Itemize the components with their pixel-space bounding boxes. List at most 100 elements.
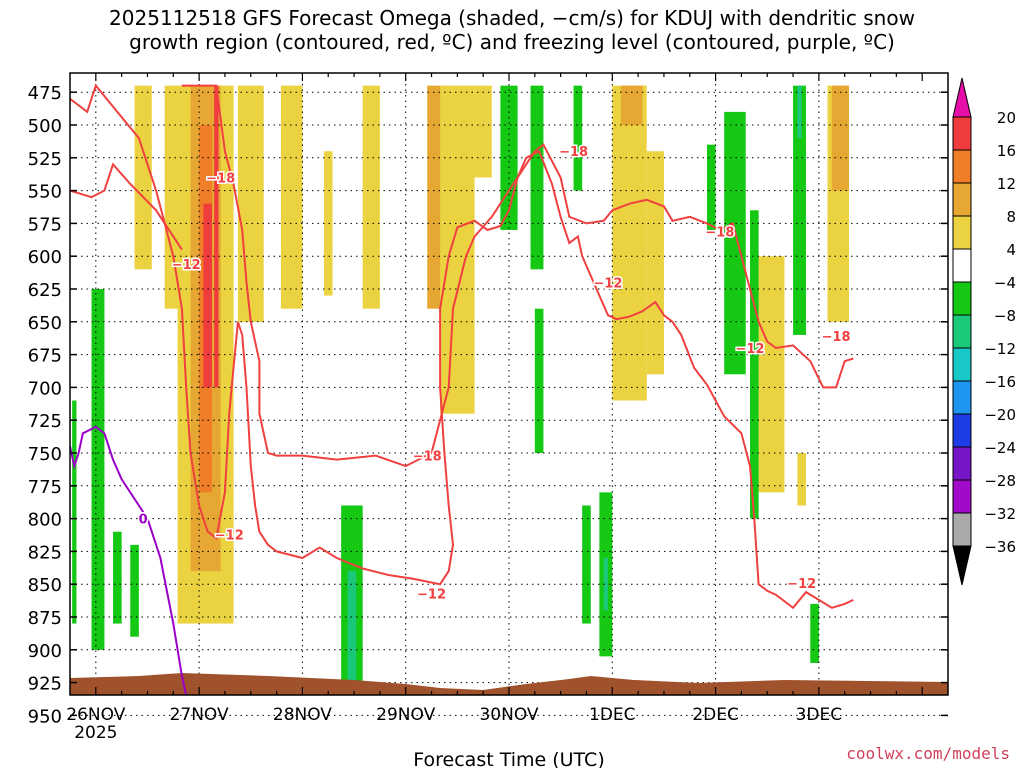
colorbar-label-10: −24 — [984, 439, 1016, 457]
colorbar-box-10 — [952, 446, 972, 481]
omega-region-33 — [603, 557, 608, 611]
colorbar-label-7: −12 — [984, 340, 1016, 358]
omega-region-7 — [237, 85, 264, 322]
colorbar-box-6 — [952, 314, 972, 349]
x-tick-label-2: 28NOV — [273, 705, 332, 725]
omega-region-35 — [724, 111, 746, 375]
omega-region-18 — [797, 453, 806, 506]
omega-region-38 — [797, 85, 802, 139]
omega-region-39 — [810, 603, 819, 663]
colorbar-label-6: −8 — [994, 307, 1016, 325]
omega-region-22 — [91, 289, 105, 650]
contour-label-11: 0 — [139, 513, 148, 528]
omega-region-14 — [612, 85, 647, 401]
x-axis-label: Forecast Time (UTC) — [413, 749, 604, 768]
contour-label-7: −18 — [413, 450, 442, 465]
colorbar-bottom-triangle — [952, 545, 972, 586]
colorbar-label-3: 8 — [1006, 208, 1016, 226]
y-tick-label-875: 875 — [28, 608, 62, 629]
y-tick-label-800: 800 — [28, 510, 62, 531]
y-tick-label-550: 550 — [28, 182, 62, 203]
y-tick-label-500: 500 — [28, 116, 62, 137]
omega-region-31 — [582, 505, 591, 624]
colorbar-box-3 — [952, 215, 972, 250]
omega-region-30 — [573, 85, 583, 191]
colorbar-box-4 — [952, 248, 972, 283]
dgz-contour-0 — [70, 83, 854, 610]
y-tick-label-525: 525 — [28, 149, 62, 170]
colorbar-label-5: −4 — [994, 274, 1016, 292]
contour-label-1: −12 — [215, 528, 244, 543]
colorbar-box-9 — [952, 413, 972, 448]
colorbar-box-8 — [952, 380, 972, 415]
contour-label-6: −18 — [206, 171, 235, 186]
x-tick-label-0: 26NOV — [66, 705, 125, 725]
y-tick-label-675: 675 — [28, 346, 62, 367]
x-tick-label-1: 27NOV — [170, 705, 229, 725]
colorbar-label-12: −32 — [984, 505, 1016, 523]
omega-region-28 — [530, 85, 544, 270]
omega-region-20 — [831, 85, 850, 191]
x-tick-label-6: 2DEC — [692, 705, 739, 725]
x-tick-label-4: 30NOV — [479, 705, 538, 725]
y-tick-label-750: 750 — [28, 444, 62, 465]
contour-label-2: −12 — [417, 587, 446, 602]
y-tick-label-925: 925 — [28, 674, 62, 695]
freezing-level-contour-2 — [556, 702, 578, 735]
dgz-contour-2 — [181, 84, 854, 468]
y-tick-label-575: 575 — [28, 214, 62, 235]
terrain-fill — [70, 673, 948, 695]
x-tick-sublabel-0: 2025 — [74, 723, 117, 743]
y-tick-label-850: 850 — [28, 575, 62, 596]
omega-region-6 — [214, 85, 219, 388]
colorbar-label-13: −36 — [984, 538, 1016, 556]
y-tick-label-825: 825 — [28, 542, 62, 563]
omega-region-34 — [706, 144, 716, 230]
omega-region-16 — [646, 151, 664, 375]
omega-region-29 — [534, 308, 544, 453]
omega-region-36 — [750, 210, 759, 519]
y-tick-label-475: 475 — [28, 83, 62, 104]
colorbar-box-1 — [952, 149, 972, 184]
colorbar-label-4: 4 — [1006, 241, 1016, 259]
omega-region-15 — [620, 85, 643, 125]
omega-region-9 — [323, 151, 333, 296]
colorbar-label-11: −28 — [984, 472, 1016, 490]
colorbar-label-9: −20 — [984, 406, 1016, 424]
omega-region-24 — [130, 544, 139, 637]
freezing-level-contour — [70, 425, 188, 695]
x-tick-label-5: 1DEC — [589, 705, 636, 725]
y-tick-label-900: 900 — [28, 641, 62, 662]
contour-label-4: −12 — [736, 342, 765, 357]
contour-label-0: −12 — [172, 258, 201, 273]
omega-region-21 — [72, 400, 77, 624]
omega-region-10 — [362, 85, 380, 309]
x-tick-label-3: 29NOV — [376, 705, 435, 725]
omega-region-26 — [347, 571, 357, 690]
colorbar-box-5 — [952, 281, 972, 316]
colorbar-box-0 — [952, 116, 972, 151]
y-tick-label-775: 775 — [28, 477, 62, 498]
y-tick-label-950: 950 — [28, 706, 62, 727]
contour-label-9: −18 — [705, 225, 734, 240]
omega-region-5 — [203, 203, 213, 388]
y-tick-label-725: 725 — [28, 411, 62, 432]
colorbar-label-8: −16 — [984, 373, 1016, 391]
y-tick-label-600: 600 — [28, 247, 62, 268]
contour-label-8: −18 — [559, 145, 588, 160]
colorbar-box-11 — [952, 479, 972, 514]
colorbar-label-0: 20 — [997, 109, 1016, 127]
contour-label-10: −18 — [822, 330, 851, 345]
chart-title: 2025112518 GFS Forecast Omega (shaded, −… — [109, 6, 915, 54]
colorbar-top-triangle — [952, 77, 972, 118]
x-tick-label-7: 3DEC — [796, 705, 843, 725]
omega-region-37 — [793, 85, 806, 335]
colorbar-label-2: 12 — [997, 175, 1016, 193]
contour-label-5: −12 — [787, 577, 816, 592]
omega-region-17 — [758, 256, 785, 493]
y-tick-label-625: 625 — [28, 280, 62, 301]
colorbar-box-2 — [952, 182, 972, 217]
colorbar-label-1: 16 — [997, 142, 1016, 160]
colorbar-box-12 — [952, 512, 972, 547]
